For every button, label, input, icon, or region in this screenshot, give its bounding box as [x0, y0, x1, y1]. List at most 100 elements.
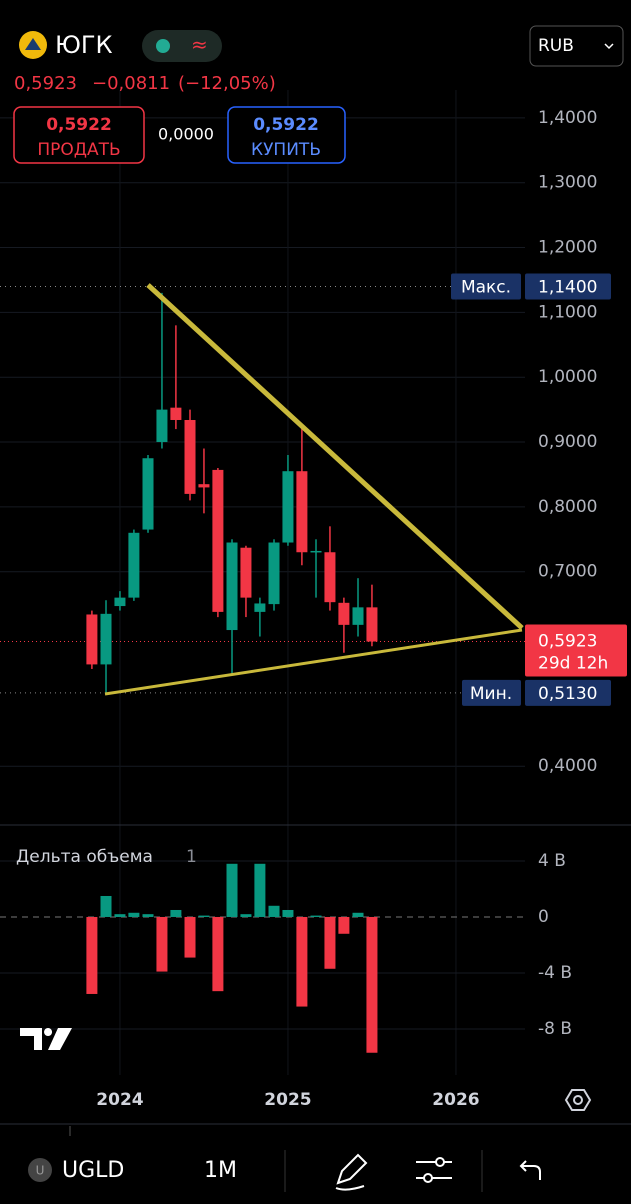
- undo-icon[interactable]: [519, 1160, 541, 1180]
- y-tick-label: 0,4000: [538, 756, 597, 776]
- x-tick-label: 2026: [432, 1090, 479, 1110]
- marks: [86, 292, 378, 1053]
- candle-body: [114, 597, 126, 607]
- y-tick-label: 1,0000: [538, 367, 597, 387]
- volume-bar: [100, 895, 112, 917]
- interval[interactable]: 1M: [204, 1158, 237, 1183]
- level-value-bg: [525, 273, 611, 300]
- volume-bar: [282, 909, 294, 917]
- status-pill[interactable]: [142, 30, 222, 62]
- y-tick-label: -4 B: [538, 963, 572, 983]
- y-tick-label: 0: [538, 907, 549, 927]
- draw-icon[interactable]: [335, 1153, 368, 1191]
- candle-body: [198, 484, 210, 488]
- currency: RUB: [538, 36, 574, 56]
- level-value: 0,5130: [538, 684, 597, 704]
- symbol-icon-letter: U: [36, 1164, 45, 1178]
- level-value: 1,1400: [538, 277, 597, 297]
- candle-body: [100, 613, 112, 665]
- sell-button[interactable]: [13, 106, 145, 164]
- candle-body: [296, 471, 308, 553]
- buy-label: КУПИТЬ: [251, 140, 321, 160]
- price: 0,5923: [14, 73, 77, 94]
- volume-bar: [296, 916, 308, 1007]
- trendline-upper: [146, 283, 524, 630]
- y-tick-label: 1,1000: [538, 302, 597, 322]
- volume-bar: [352, 912, 364, 917]
- last-price: 0,5923: [538, 632, 597, 652]
- y-tick-label: 0,7000: [538, 562, 597, 582]
- status-icon: ≈: [191, 33, 208, 57]
- candle-body: [128, 532, 140, 598]
- volume-bar: [226, 863, 238, 917]
- candle-body: [310, 550, 322, 553]
- settings-icon[interactable]: [564, 1089, 592, 1111]
- y-tick-label: -8 B: [538, 1019, 572, 1039]
- buy-price: 0,5922: [253, 115, 319, 135]
- volume-bar: [254, 863, 266, 917]
- candle-body: [282, 471, 294, 543]
- volume-bar: [310, 915, 322, 917]
- volume-bar: [198, 915, 210, 917]
- level-tag: Макс.: [461, 277, 511, 297]
- volume-bar: [156, 916, 168, 972]
- candle-body: [156, 409, 168, 443]
- candle-body: [352, 607, 364, 625]
- y-tick-label: 1,2000: [538, 238, 597, 258]
- volume-bar: [128, 912, 140, 917]
- volume-bar: [324, 916, 336, 969]
- dropdown-arrow: [604, 43, 614, 50]
- ticker: ЮГК: [55, 31, 113, 59]
- sell-label: ПРОДАТЬ: [37, 140, 120, 160]
- candle-body: [184, 419, 196, 494]
- y-tick-label: 4 B: [538, 851, 566, 871]
- volume-bar: [86, 916, 98, 994]
- candle-body: [142, 458, 154, 530]
- candle-body: [254, 603, 266, 612]
- spread: 0,0000: [158, 125, 214, 144]
- grid: [0, 90, 525, 1075]
- y-tick-label: 1,3000: [538, 173, 597, 193]
- buy-button[interactable]: [227, 106, 346, 164]
- candle-body: [240, 547, 252, 598]
- volume-bar: [184, 916, 196, 958]
- last-price-bg: [525, 624, 627, 677]
- y-tick-label: 1,4000: [538, 108, 597, 128]
- symbol[interactable]: UGLD: [62, 1158, 124, 1183]
- candle-body: [366, 607, 378, 642]
- status-dot: [156, 39, 170, 53]
- trendline-lower: [104, 628, 523, 696]
- change-pct: (−12,05%): [178, 73, 276, 94]
- candle-body: [226, 542, 238, 631]
- labels: 0,4000 0,7000 0,8000 0,9000 1,0000 1,1000 1,20…: [96, 108, 627, 1110]
- candle-body: [86, 614, 98, 665]
- volume-bar: [142, 914, 154, 917]
- volume-bar: [170, 909, 182, 917]
- level-tag-bg: [462, 679, 521, 706]
- indicator-param: 1: [186, 847, 197, 867]
- volume-bar: [268, 905, 280, 917]
- symbol-icon: [28, 1158, 52, 1182]
- settings-sliders-icon[interactable]: [416, 1157, 452, 1183]
- volume-bar: [240, 914, 252, 917]
- volume-bar: [338, 916, 350, 934]
- volume-bar: [366, 916, 378, 1053]
- candle-body: [268, 542, 280, 605]
- currency-select[interactable]: [529, 25, 624, 67]
- candle-body: [338, 602, 350, 625]
- x-tick-label: 2025: [264, 1090, 311, 1110]
- candle-body: [212, 469, 224, 612]
- change: −0,0811: [92, 73, 170, 94]
- y-tick-label: 0,8000: [538, 497, 597, 517]
- sell-price: 0,5922: [46, 115, 112, 135]
- candle-body: [324, 552, 336, 603]
- indicator-title: Дельта объема: [16, 847, 153, 867]
- candle-body: [170, 407, 182, 420]
- volume-bar: [114, 914, 126, 917]
- volume-bar: [212, 916, 224, 992]
- countdown: 29d 12h: [538, 654, 608, 674]
- tv-logo: [20, 1028, 72, 1050]
- x-tick-label: 2024: [96, 1090, 143, 1110]
